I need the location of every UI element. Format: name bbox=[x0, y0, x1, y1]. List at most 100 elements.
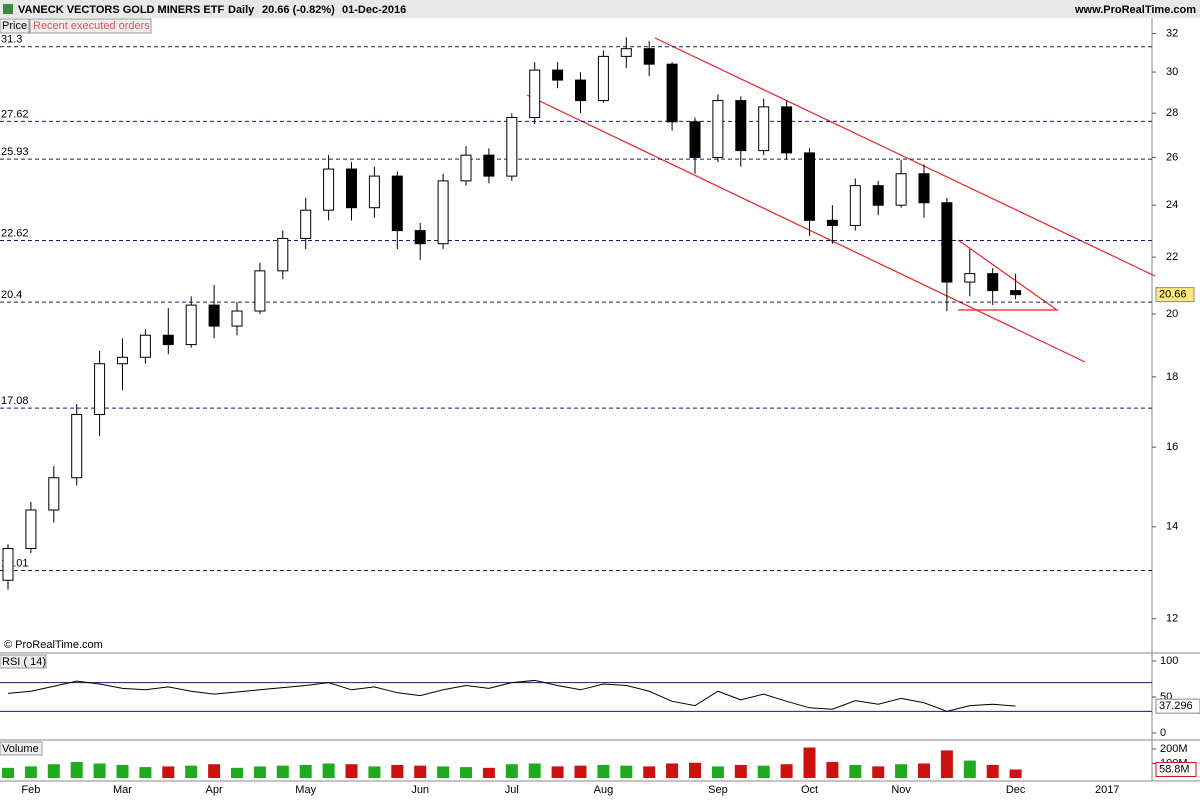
rsi-line bbox=[7, 679, 1016, 712]
volume-bar bbox=[345, 764, 358, 778]
candle-body bbox=[117, 356, 128, 365]
level-label: 22.62 bbox=[1, 227, 29, 239]
volume-bar bbox=[574, 765, 587, 778]
volume-bar bbox=[47, 764, 60, 778]
volume-bar bbox=[711, 766, 724, 778]
volume-bar bbox=[757, 765, 770, 778]
candle-body bbox=[620, 48, 632, 57]
candle-body bbox=[666, 63, 678, 123]
x-tick-label: 2017 bbox=[1095, 784, 1119, 796]
volume-bar bbox=[322, 763, 335, 778]
volume-bar bbox=[391, 764, 404, 778]
candle-body bbox=[254, 270, 266, 312]
level-label: 27.62 bbox=[1, 108, 29, 120]
price-tab[interactable] bbox=[0, 18, 30, 34]
period: Daily bbox=[228, 4, 255, 16]
candle-body bbox=[94, 363, 106, 415]
volume-bar bbox=[803, 747, 816, 778]
candle-body bbox=[300, 209, 312, 239]
volume-bar bbox=[24, 766, 37, 778]
source: www.ProRealTime.com bbox=[1074, 4, 1196, 16]
volume-bar bbox=[734, 764, 747, 778]
candle-body bbox=[437, 180, 449, 245]
candle-body bbox=[941, 202, 953, 283]
y-tick-label: 0 bbox=[1160, 727, 1166, 739]
volume-bar bbox=[918, 763, 930, 778]
trendline bbox=[526, 94, 1086, 363]
volume-bar bbox=[895, 764, 908, 778]
copyright: © ProRealTime.com bbox=[4, 639, 103, 651]
y-tick-label: 12 bbox=[1166, 613, 1178, 625]
x-tick-label: Oct bbox=[801, 784, 818, 796]
volume-bar bbox=[666, 763, 679, 778]
candle-body bbox=[964, 273, 976, 283]
candle-body bbox=[1010, 290, 1022, 296]
date: 01-Dec-2016 bbox=[342, 4, 406, 16]
x-tick-label: May bbox=[295, 784, 316, 796]
candle-body bbox=[483, 154, 495, 177]
candle-body bbox=[460, 154, 472, 182]
candle-body bbox=[804, 152, 815, 221]
y-tick-label: 20 bbox=[1166, 308, 1178, 320]
level-label: 17.08 bbox=[1, 395, 29, 407]
candle-body bbox=[25, 509, 37, 549]
volume-bar bbox=[253, 766, 266, 778]
volume-bar bbox=[139, 767, 152, 778]
level-label: 25.93 bbox=[1, 146, 29, 158]
volume-bar bbox=[437, 766, 450, 778]
y-tick-label: 16 bbox=[1166, 441, 1178, 453]
candle-body bbox=[872, 185, 884, 206]
volume-bar bbox=[231, 767, 243, 778]
level-label: 20.4 bbox=[1, 289, 22, 301]
candle-body bbox=[277, 237, 289, 272]
candle-body bbox=[712, 100, 724, 158]
candle-body bbox=[735, 100, 747, 152]
y-tick-label: 18 bbox=[1166, 371, 1178, 383]
x-tick-label: Mar bbox=[113, 784, 132, 796]
y-tick-label: 30 bbox=[1166, 66, 1178, 78]
volume-bar bbox=[643, 766, 656, 778]
y-tick-label: 100 bbox=[1160, 655, 1178, 667]
volume-bar bbox=[872, 766, 885, 778]
rsi-tab bbox=[0, 654, 47, 669]
y-tick-label: 22 bbox=[1166, 251, 1178, 263]
candle-body bbox=[71, 413, 83, 479]
rsi-value-box bbox=[1155, 698, 1200, 714]
volume-bar bbox=[1009, 769, 1022, 778]
candle-body bbox=[2, 547, 14, 581]
trendline bbox=[654, 37, 1156, 277]
x-tick-label: Feb bbox=[21, 784, 40, 796]
x-tick-label: Apr bbox=[206, 784, 223, 796]
candle-body bbox=[529, 69, 541, 119]
last-change: 20.66 (-0.82%) bbox=[262, 4, 335, 16]
candle-body bbox=[368, 175, 380, 209]
orders-label: Recent executed orders bbox=[33, 20, 150, 32]
volume-value: 58.8M bbox=[1159, 763, 1190, 775]
orders-tab[interactable] bbox=[29, 18, 152, 34]
volume-title: Volume bbox=[2, 743, 39, 755]
volume-bar bbox=[162, 766, 175, 778]
last-price: 20.66 bbox=[1159, 289, 1187, 301]
volume-bar bbox=[414, 765, 427, 778]
logo bbox=[3, 4, 13, 14]
candle-body bbox=[414, 230, 426, 245]
candle-body bbox=[826, 219, 838, 226]
volume-bar bbox=[849, 764, 862, 778]
volume-bar bbox=[528, 763, 541, 778]
y-tick-label: 200M bbox=[1160, 743, 1188, 755]
header-bar bbox=[0, 0, 1200, 18]
volume-bar bbox=[116, 764, 129, 778]
volume-bar bbox=[70, 762, 83, 778]
candle-body bbox=[575, 79, 586, 102]
level-label: 31.3 bbox=[1, 34, 22, 46]
volume-bar bbox=[368, 766, 381, 778]
candle-body bbox=[185, 304, 197, 346]
candle-body bbox=[208, 304, 220, 327]
volume-bar bbox=[826, 762, 839, 778]
candle-body bbox=[987, 273, 999, 292]
volume-bar bbox=[986, 764, 999, 778]
candle-body bbox=[689, 121, 701, 158]
candle-body bbox=[849, 185, 861, 226]
y-tick-label: 32 bbox=[1166, 27, 1178, 39]
